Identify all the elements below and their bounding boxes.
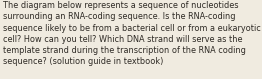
Text: The diagram below represents a sequence of nucleotides
surrounding an RNA-coding: The diagram below represents a sequence … [3,1,261,66]
